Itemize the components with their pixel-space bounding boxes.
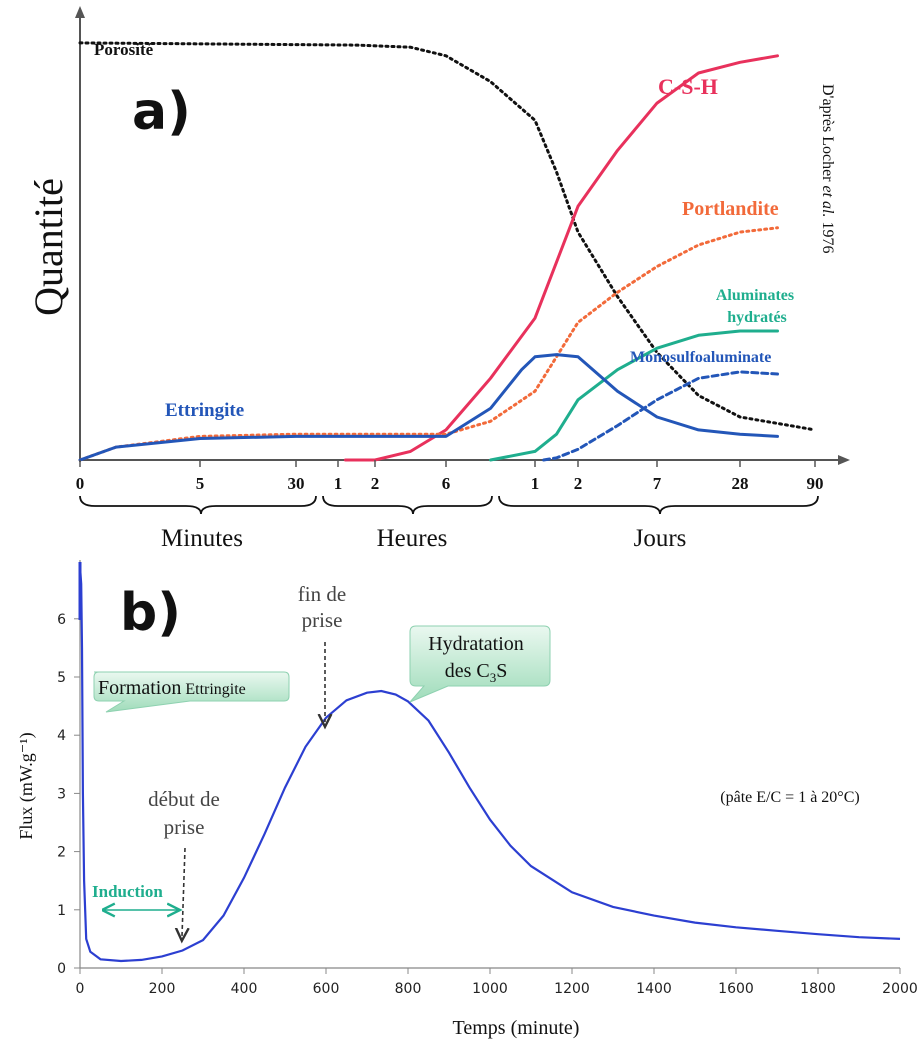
x-tick-label: 28	[732, 474, 749, 493]
y-axis-label-quantite: Quantité	[26, 178, 71, 316]
x-tick-label: 0	[76, 981, 85, 997]
x-tick-label: 30	[288, 474, 305, 493]
x-tick-label: 1600	[718, 981, 754, 997]
x-tick-label: 1	[334, 474, 343, 493]
x-tick-label: 1800	[800, 981, 836, 997]
x-tick-label: 6	[442, 474, 451, 493]
svg-text:début de: début de	[148, 787, 220, 811]
svg-text:prise: prise	[302, 608, 343, 632]
series-label-ettringite: Ettringite	[165, 400, 244, 421]
panel-a-label: a)	[132, 82, 191, 142]
x-tick-label: 0	[76, 474, 85, 493]
series-line-ettringite	[78, 353, 779, 462]
svg-text:Induction: Induction	[92, 882, 163, 901]
x-tick-label: 1200	[554, 981, 590, 997]
panel-a-x-ticks: 0 5 30 1 2 6 1 2 7 28 90	[76, 460, 824, 493]
source-note: D'après Locher et al. 1976	[819, 84, 836, 254]
svg-text:fin de: fin de	[298, 582, 346, 606]
panel-b-label: b)	[120, 583, 181, 643]
x-tick-label: 5	[196, 474, 205, 493]
panel-a-braces	[79, 495, 819, 515]
series-line-monosulfoaluminate	[542, 370, 779, 462]
panel-b-axes: 0 200 400 600 800 1000 1200 1400 1600 1800 2000 0 1 2…	[57, 560, 918, 997]
y-tick-label: 4	[57, 728, 66, 744]
series-label-csh: C-S-H	[658, 74, 718, 99]
group-label-heures: Heures	[377, 525, 448, 552]
x-tick-label: 400	[231, 981, 258, 997]
series-line-aluminates-hydrates	[489, 329, 779, 462]
series-line-porosite	[78, 41, 817, 432]
y-axis-label-flux: Flux (mW.g⁻¹)	[16, 732, 37, 839]
x-tick-label: 1400	[636, 981, 672, 997]
x-tick-label: 2000	[882, 981, 918, 997]
series-label-portlandite: Portlandite	[682, 198, 779, 220]
y-tick-label: 1	[57, 903, 66, 919]
annotation-hydratation-c3s: Hydratation des C3S	[409, 625, 551, 703]
series-label-porosite: Porosité	[94, 40, 154, 59]
x-axis-label-temps: Temps (minute)	[453, 1017, 580, 1039]
x-tick-label: 7	[653, 474, 662, 493]
x-tick-label: 200	[149, 981, 176, 997]
x-tick-label: 1	[531, 474, 540, 493]
annotation-formation-ettringite: Formation Ettringite	[93, 671, 290, 713]
svg-text:prise: prise	[164, 815, 205, 839]
y-tick-label: 5	[57, 670, 66, 686]
annotation-induction: Induction	[92, 882, 180, 910]
x-tick-label: 1000	[472, 981, 508, 997]
annotation-fin-de-prise: fin de prise	[298, 582, 346, 722]
series-line-c-s-h	[343, 54, 779, 462]
panel-a-axes	[75, 6, 850, 465]
svg-text:des C3S: des C3S	[445, 660, 508, 685]
x-tick-label: 90	[807, 474, 824, 493]
series-label-monosulfoaluminate: Monosulfoaluminate	[630, 349, 771, 366]
svg-text:Hydratation: Hydratation	[428, 633, 524, 655]
annotation-conditions: (pâte E/C = 1 à 20°C)	[720, 789, 859, 806]
series-label-aluminates: Aluminates hydratés	[716, 287, 798, 326]
panel-a: a) Quantité Porosité C-S-H Portlandite A…	[26, 6, 850, 552]
group-label-minutes: Minutes	[161, 525, 243, 552]
x-tick-label: 600	[313, 981, 340, 997]
x-tick-label: 800	[395, 981, 422, 997]
y-tick-label: 2	[57, 845, 66, 861]
y-tick-label: 3	[57, 786, 66, 802]
annotation-debut-de-prise: début de prise	[148, 787, 220, 936]
flux-curve	[78, 566, 901, 963]
x-tick-label: 2	[574, 474, 583, 493]
panel-b: 0 200 400 600 800 1000 1200 1400 1600 1800 2000 0 1 2…	[16, 560, 918, 1039]
y-tick-label: 0	[57, 961, 66, 977]
x-tick-label: 2	[371, 474, 380, 493]
group-label-jours: Jours	[634, 525, 687, 552]
panel-a-series	[78, 41, 817, 462]
series-line-portlandite	[78, 226, 779, 462]
y-tick-label: 6	[57, 612, 66, 628]
